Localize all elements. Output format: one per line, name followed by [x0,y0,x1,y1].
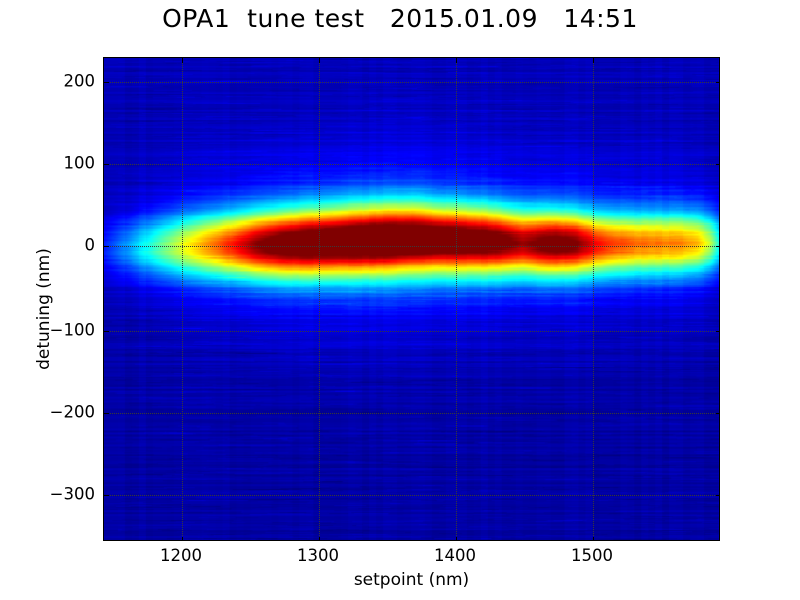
y-tick-label: −100 [49,320,95,340]
y-tick-label: 200 [63,71,96,91]
y-tick-mark [104,82,109,84]
y-tick-mark [716,495,719,497]
y-tick-mark [104,164,109,166]
y-tick-mark [104,331,109,333]
y-tick-mark [716,413,719,415]
y-tick-label: 100 [63,153,96,173]
x-tick-mark [319,537,321,540]
x-tick-mark [456,537,458,540]
y-axis-label: detuning (nm) [34,248,54,370]
x-axis-label: setpoint (nm) [353,570,470,590]
x-tick-mark [456,58,458,63]
y-tick-mark [104,413,109,415]
y-tick-mark [104,246,109,248]
y-tick-mark [716,246,719,248]
x-tick-mark [593,58,595,63]
y-tick-mark [716,82,719,84]
y-tick-label: 0 [84,235,96,255]
x-tick-label: 1300 [297,546,339,565]
x-tick-label: 1200 [160,546,202,565]
x-tick-mark [319,58,321,63]
page-title: OPA1 tune test 2015.01.09 14:51 [162,4,638,33]
heatmap-image [104,58,719,540]
heatmap-plot-area[interactable] [103,57,720,541]
x-tick-label: 1500 [571,546,613,565]
x-tick-mark [593,537,595,540]
x-tick-mark [182,537,184,540]
x-tick-label: 1400 [434,546,476,565]
x-tick-mark [182,58,184,63]
y-tick-label: −300 [49,484,95,504]
y-tick-mark [716,164,719,166]
y-tick-mark [716,331,719,333]
y-tick-label: −200 [49,402,95,422]
y-tick-mark [104,495,109,497]
